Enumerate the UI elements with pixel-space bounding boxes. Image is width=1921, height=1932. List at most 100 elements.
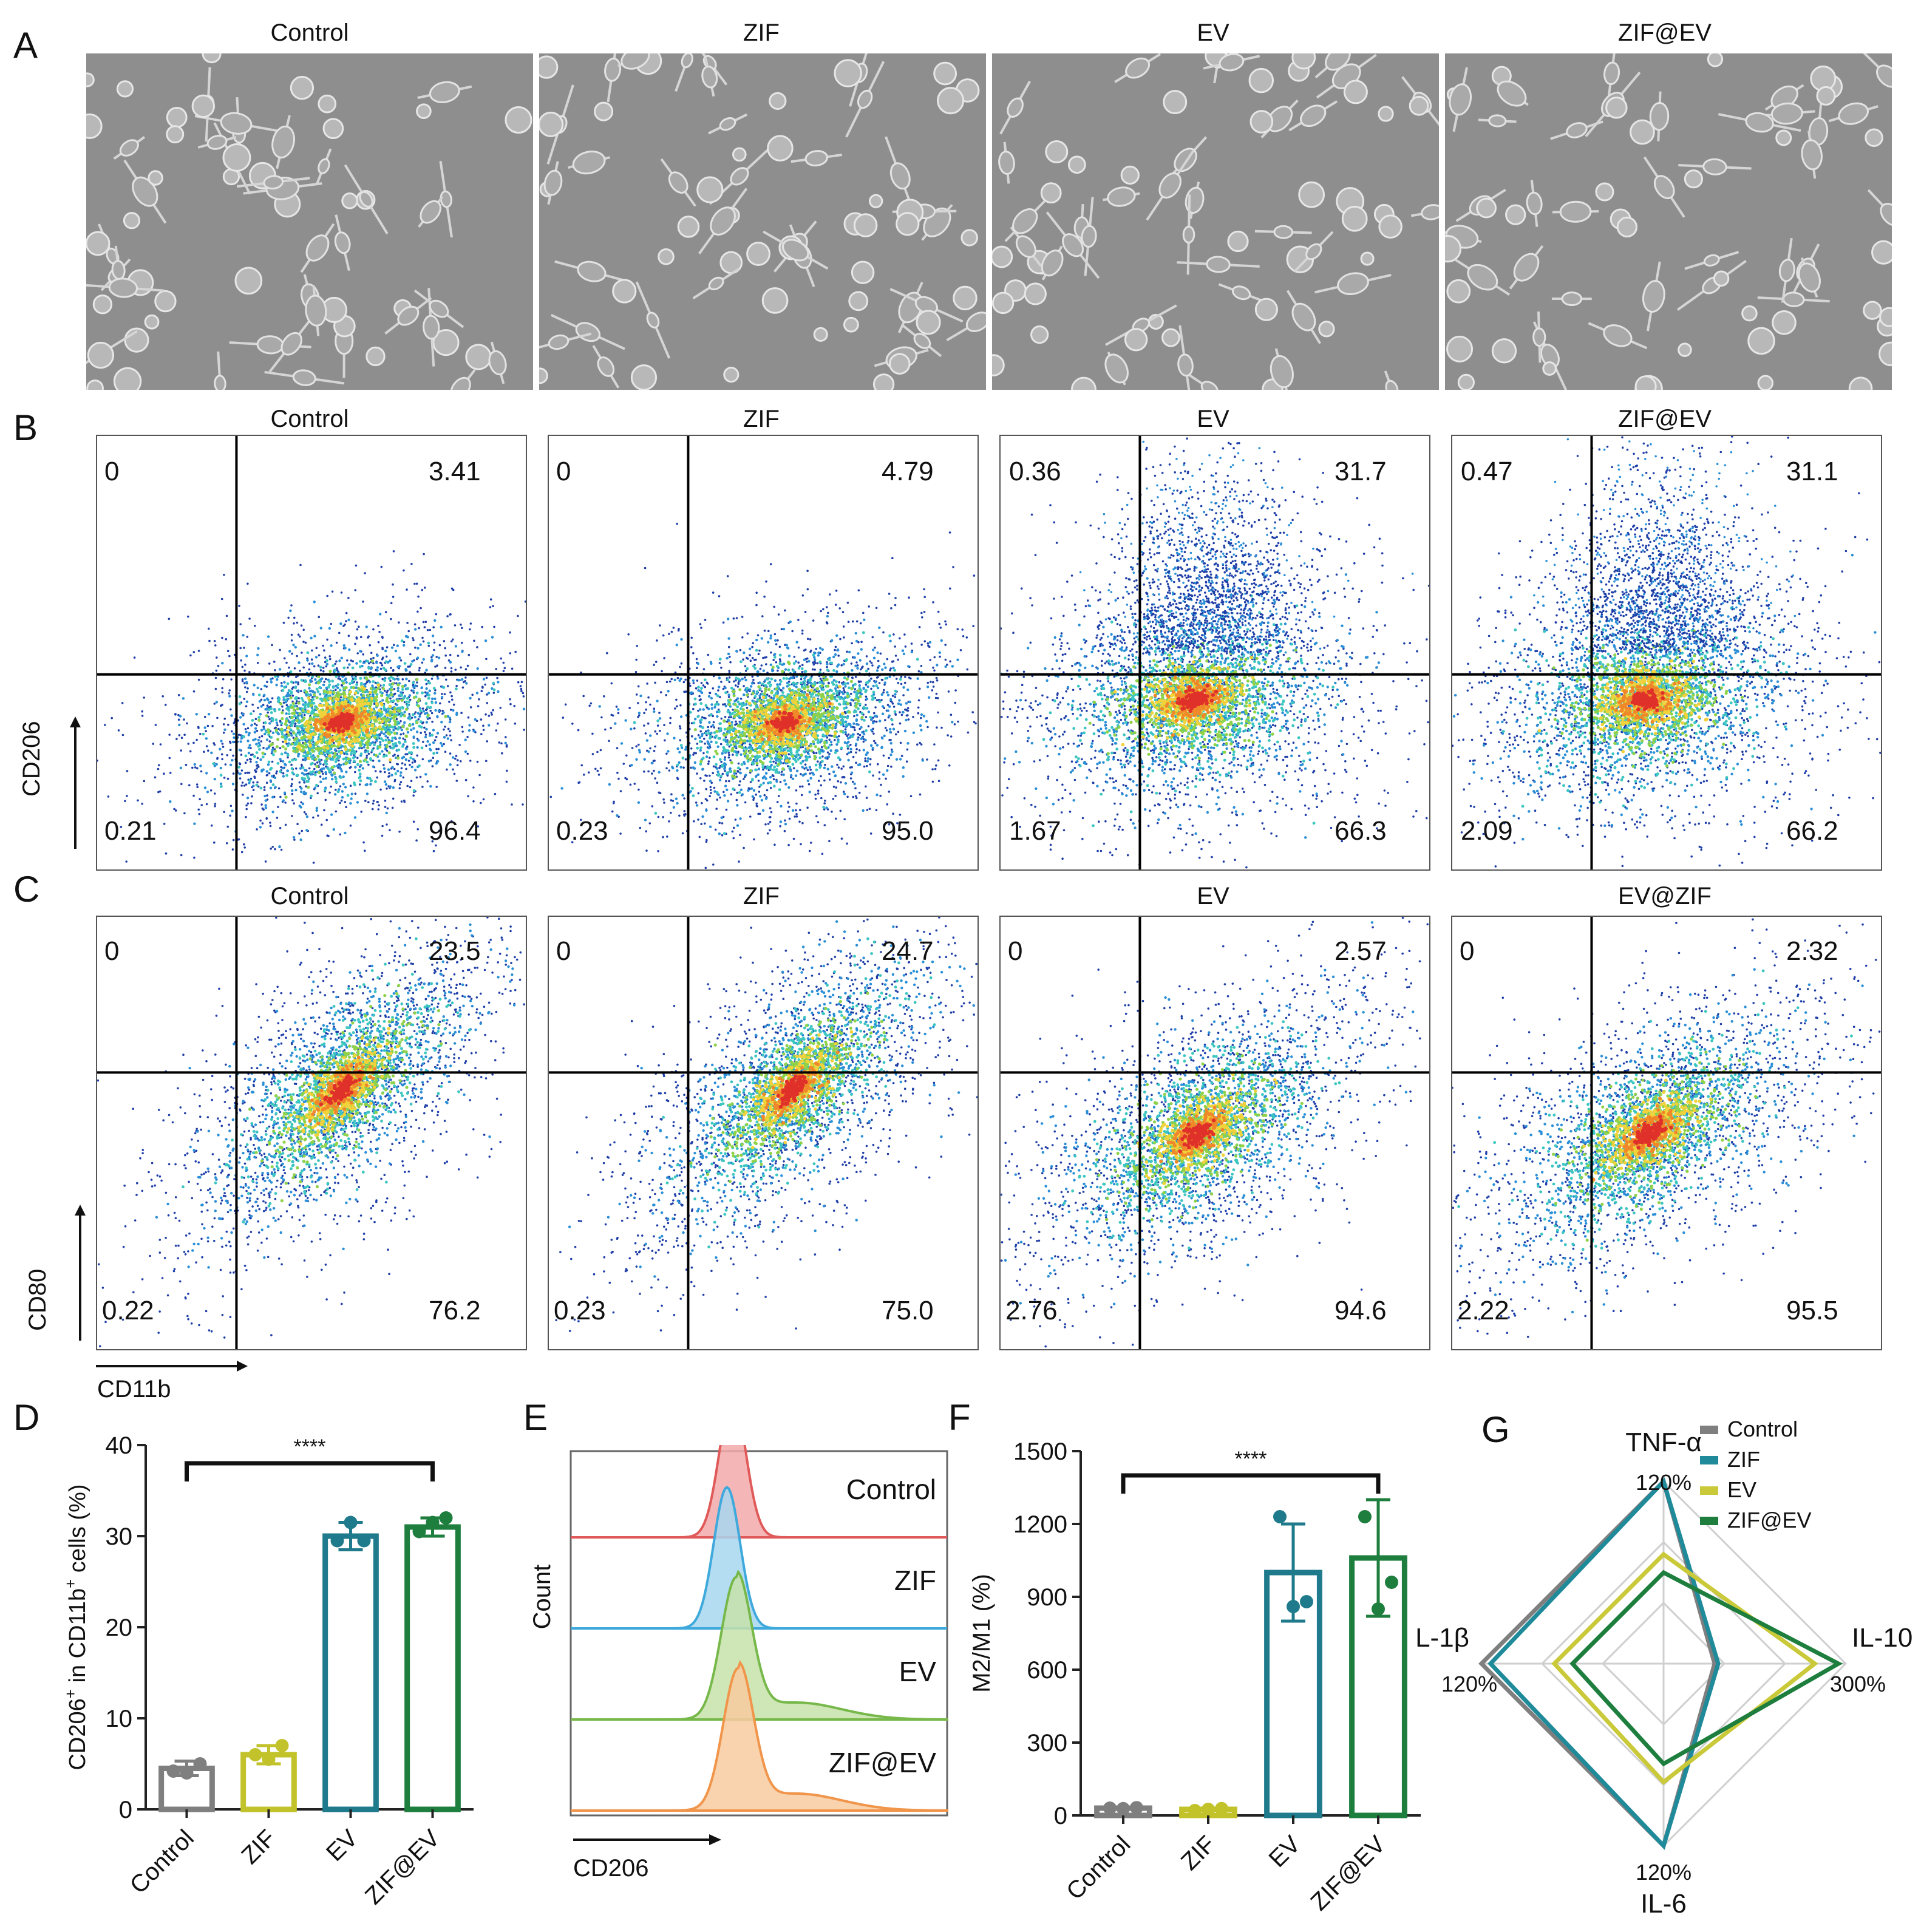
- event-dot: [414, 646, 416, 649]
- event-dot: [425, 727, 428, 731]
- event-dot: [212, 742, 215, 744]
- event-dot: [284, 729, 287, 732]
- event-dot: [312, 862, 315, 864]
- event-dot: [412, 692, 415, 694]
- event-dot: [427, 641, 430, 645]
- event-dot: [296, 740, 299, 744]
- event-dot: [419, 709, 423, 713]
- event-dot: [327, 733, 332, 738]
- event-dot: [328, 754, 332, 758]
- event-dot: [433, 641, 436, 644]
- event-dot: [430, 701, 434, 704]
- event-dot: [524, 600, 526, 603]
- event-dot: [152, 743, 154, 745]
- cell: [675, 53, 693, 92]
- cell-body: [148, 170, 163, 186]
- event-dot: [332, 685, 335, 689]
- event-dot: [386, 744, 389, 749]
- event-dot: [321, 738, 324, 741]
- event-dot: [298, 739, 301, 742]
- event-dot: [292, 686, 294, 689]
- event-dot: [290, 767, 294, 770]
- cell: [202, 53, 222, 64]
- event-dot: [301, 772, 304, 775]
- event-dot: [415, 730, 419, 733]
- event-dot: [364, 849, 366, 852]
- cell: [946, 311, 986, 342]
- event-dot: [276, 678, 279, 681]
- event-dot: [263, 698, 267, 702]
- event-dot: [301, 763, 303, 766]
- event-dot: [315, 647, 318, 650]
- event-dot: [398, 621, 400, 624]
- event-dot: [457, 759, 459, 761]
- event-dot: [362, 841, 365, 844]
- event-dot: [408, 713, 410, 715]
- event-dot: [264, 708, 267, 711]
- cell-body: [889, 162, 911, 190]
- event-dot: [323, 712, 327, 716]
- event-dot: [192, 794, 195, 797]
- event-dot: [350, 704, 355, 709]
- panel-label-f: F: [948, 1396, 971, 1438]
- cell: [1203, 53, 1260, 72]
- cell-body: [889, 353, 911, 375]
- event-dot: [258, 700, 262, 703]
- event-dot: [362, 746, 365, 749]
- event-dot: [378, 715, 382, 718]
- event-dot: [475, 719, 478, 723]
- event-dot: [469, 706, 472, 709]
- event-dot: [429, 784, 432, 788]
- event-dot: [271, 746, 274, 749]
- event-dot: [221, 691, 224, 693]
- event-dot: [356, 801, 359, 804]
- event-dot: [432, 849, 435, 852]
- event-dot: [398, 709, 401, 713]
- event-dot: [238, 702, 242, 706]
- event-dot: [284, 751, 287, 754]
- cell: [696, 176, 724, 203]
- event-dot: [239, 740, 242, 743]
- event-dot: [372, 760, 375, 762]
- event-dot: [251, 795, 253, 798]
- event-dot: [338, 631, 341, 634]
- event-dot: [321, 730, 325, 733]
- cell: [1494, 80, 1529, 107]
- cell-body: [1421, 204, 1439, 220]
- event-dot: [384, 660, 388, 664]
- event-dot: [366, 694, 370, 698]
- cell: [144, 314, 160, 330]
- cell-body: [222, 143, 251, 172]
- cell-body: [701, 66, 718, 89]
- event-dot: [313, 634, 316, 638]
- event-dot: [302, 754, 305, 758]
- event-dot: [354, 621, 357, 623]
- event-dot: [950, 735, 953, 738]
- cell: [539, 332, 592, 350]
- event-dot: [450, 820, 453, 823]
- event-dot: [282, 772, 285, 775]
- cell: [1291, 53, 1316, 70]
- event-dot: [271, 748, 274, 752]
- event-dot: [519, 685, 522, 687]
- event-dot: [401, 762, 404, 764]
- event-dot: [232, 732, 236, 735]
- cell-body: [1015, 235, 1037, 258]
- event-dot: [193, 763, 196, 766]
- event-dot: [265, 770, 268, 773]
- event-dot: [469, 696, 472, 700]
- event-dot: [390, 646, 394, 649]
- event-dot: [332, 702, 335, 706]
- event-dot: [265, 714, 268, 718]
- event-dot: [467, 795, 469, 798]
- event-dot: [248, 744, 251, 747]
- event-dot: [370, 779, 373, 783]
- event-dot: [294, 722, 297, 725]
- event-dot: [417, 739, 420, 742]
- event-dot: [360, 687, 364, 692]
- event-dot: [403, 721, 406, 724]
- event-dot: [257, 716, 260, 719]
- event-dot: [381, 713, 384, 716]
- cell-body: [220, 112, 253, 135]
- event-dot: [396, 644, 399, 647]
